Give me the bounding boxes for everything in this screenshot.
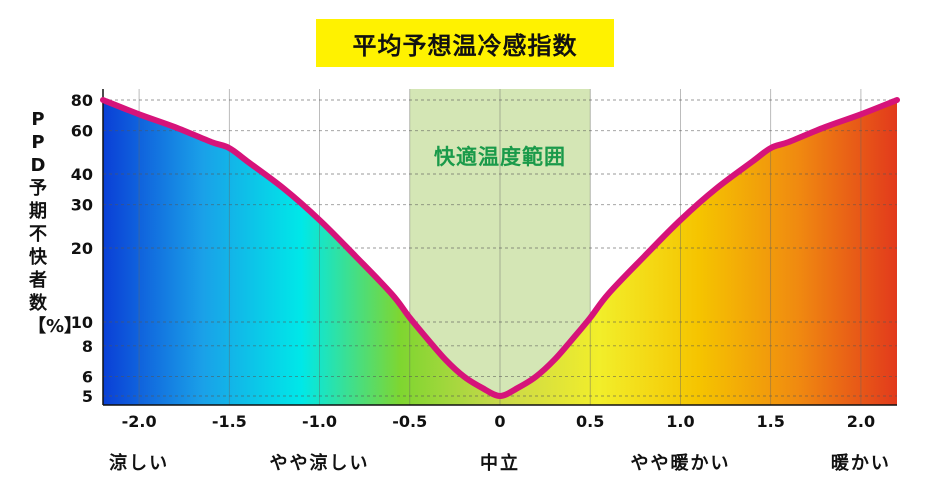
curve-layer (100, 97, 900, 399)
chart-title: 平均予想温冷感指数 (352, 31, 578, 60)
grid-layer (103, 89, 897, 405)
x-tick-label: 1.5 (757, 412, 785, 431)
gradient-area (103, 100, 897, 405)
x-tick-label: 2.0 (847, 412, 875, 431)
chart-title-box: 平均予想温冷感指数 (316, 19, 614, 67)
category-label: やや涼しい (270, 452, 370, 474)
category-label: 暖かい (831, 452, 891, 474)
x-tick-label: 0 (494, 412, 505, 431)
ppd-curve (100, 97, 900, 399)
category-label: 中立 (480, 452, 520, 474)
y-tick-label: 60 (71, 122, 93, 141)
y-tick-label: 20 (71, 239, 93, 258)
x-tick-label: -2.0 (122, 412, 157, 431)
x-tick-label: 0.5 (576, 412, 604, 431)
y-tick-label: 6 (82, 368, 93, 387)
x-tick-label: 1.0 (666, 412, 694, 431)
y-tick-label: 10 (71, 313, 93, 332)
comfort-band-label: 快適温度範囲 (434, 145, 566, 169)
labels-layer: 80 60 40 30 20 10 8 65 -2.0 -1.5 -1.0 -0.5 0 0.5 1.0 1.… (71, 91, 891, 474)
y-tick-label: 5 (82, 387, 93, 406)
category-label: 涼しい (109, 452, 169, 474)
category-label: やや暖かい (630, 452, 730, 474)
y-tick-label: 30 (71, 196, 93, 215)
y-tick-label: 80 (71, 91, 93, 110)
area-layer (103, 100, 897, 405)
y-tick-label: 8 (82, 337, 93, 356)
y-tick-label: 40 (71, 165, 93, 184)
x-tick-label: -1.5 (212, 412, 247, 431)
x-tick-label: -1.0 (302, 412, 337, 431)
axes-layer (102, 89, 897, 406)
x-tick-label: -0.5 (392, 412, 427, 431)
